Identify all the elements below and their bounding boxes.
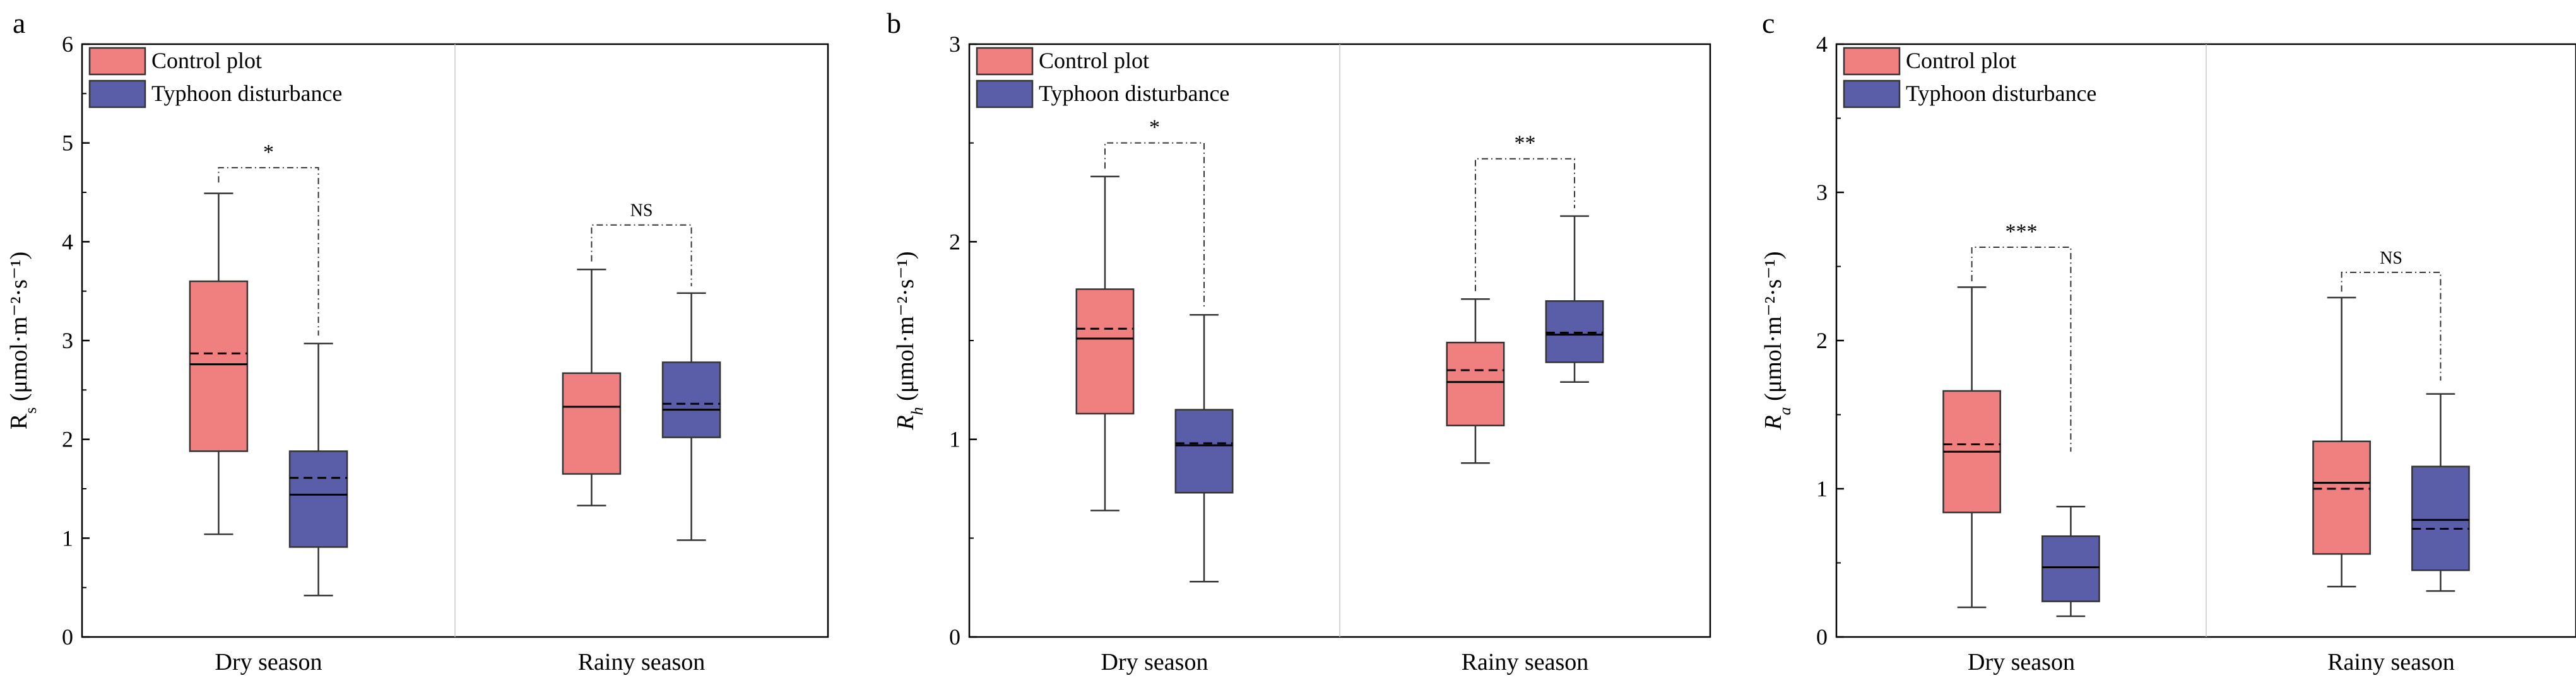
y-tick-label: 0 <box>62 624 73 650</box>
x-tick-label: Dry season <box>1101 649 1208 675</box>
box-typhoon <box>1545 300 1604 363</box>
legend-label: Control plot <box>1906 48 2016 73</box>
significance-label: *** <box>2006 220 2038 243</box>
legend-swatch <box>88 79 146 108</box>
legend-label: Typhoon disturbance <box>151 81 342 106</box>
y-tick-label: 0 <box>949 624 960 650</box>
x-tick-label: Rainy season <box>1462 649 1589 675</box>
panel-c: 0 1 2 3 4 Dry season Rainy season c Ra (μmol·m⁻²… <box>1760 7 2576 675</box>
legend-swatch <box>976 79 1034 108</box>
legend-swatch <box>88 47 146 76</box>
legend-swatch <box>1843 79 1901 108</box>
legend-label: Control plot <box>151 48 262 73</box>
y-tick-label: 1 <box>949 427 960 452</box>
significance-label: NS <box>2380 248 2402 268</box>
panel-b: 0 1 2 3 Dry season Rainy season b Rh (μmol·m⁻²·… <box>887 7 1711 675</box>
legend-label: Typhoon disturbance <box>1039 81 1229 106</box>
significance-bracket <box>591 224 692 286</box>
box-control <box>562 372 622 475</box>
significance-label: NS <box>630 201 653 221</box>
y-tick-label: 2 <box>949 229 960 254</box>
panel-label: a <box>13 7 25 39</box>
legend-label: Typhoon disturbance <box>1906 81 2096 106</box>
significance-label: * <box>263 141 274 164</box>
box-control <box>1446 341 1505 426</box>
y-axis-label: Ra (μmol·m⁻²·s⁻¹) <box>1760 251 1794 430</box>
y-tick-label: 2 <box>1816 328 1828 353</box>
box-typhoon <box>661 361 721 438</box>
panel-label: b <box>887 7 901 39</box>
x-tick-label: Rainy season <box>2327 649 2455 675</box>
significance-bracket <box>1474 158 1576 291</box>
legend-label: Control plot <box>1039 48 1149 73</box>
x-tick-label: Rainy season <box>578 649 706 675</box>
y-tick-label: 3 <box>62 328 73 353</box>
y-tick-label: 4 <box>1816 32 1828 57</box>
y-tick-label: 0 <box>1816 624 1828 650</box>
legend-swatch <box>1843 47 1901 76</box>
box-typhoon <box>1174 409 1234 494</box>
box-control <box>189 280 249 452</box>
significance-label: ** <box>1515 132 1536 155</box>
box-typhoon <box>288 450 348 548</box>
significance-bracket <box>1104 142 1205 307</box>
x-tick-label: Dry season <box>1968 649 2075 675</box>
y-tick-label: 6 <box>62 32 73 57</box>
y-tick-label: 4 <box>62 229 73 254</box>
significance-label: * <box>1149 116 1160 139</box>
box-control <box>2312 440 2371 555</box>
y-tick-label: 1 <box>1816 476 1828 501</box>
box-typhoon <box>2411 465 2470 571</box>
y-axis-label: Rh (μmol·m⁻²·s⁻¹) <box>892 251 926 430</box>
significance-bracket <box>2341 271 2442 381</box>
legend-swatch <box>976 47 1034 76</box>
box-control <box>1075 288 1135 415</box>
y-tick-label: 3 <box>949 32 960 57</box>
y-tick-label: 3 <box>1816 180 1828 205</box>
x-tick-label: Dry season <box>215 649 322 675</box>
y-tick-label: 5 <box>62 131 73 156</box>
panel-a: 0 1 2 3 4 5 6 Dry season Rainy season a Rs (μmol·m… <box>6 7 829 675</box>
y-axis-label: Rs (μmol·m⁻²·s⁻¹) <box>6 252 40 429</box>
y-tick-label: 2 <box>62 427 73 452</box>
significance-bracket <box>1971 246 2072 452</box>
y-tick-label: 1 <box>62 525 73 551</box>
significance-bracket <box>218 166 319 336</box>
panel-label: c <box>1762 7 1775 39</box>
box-typhoon <box>2041 535 2100 602</box>
